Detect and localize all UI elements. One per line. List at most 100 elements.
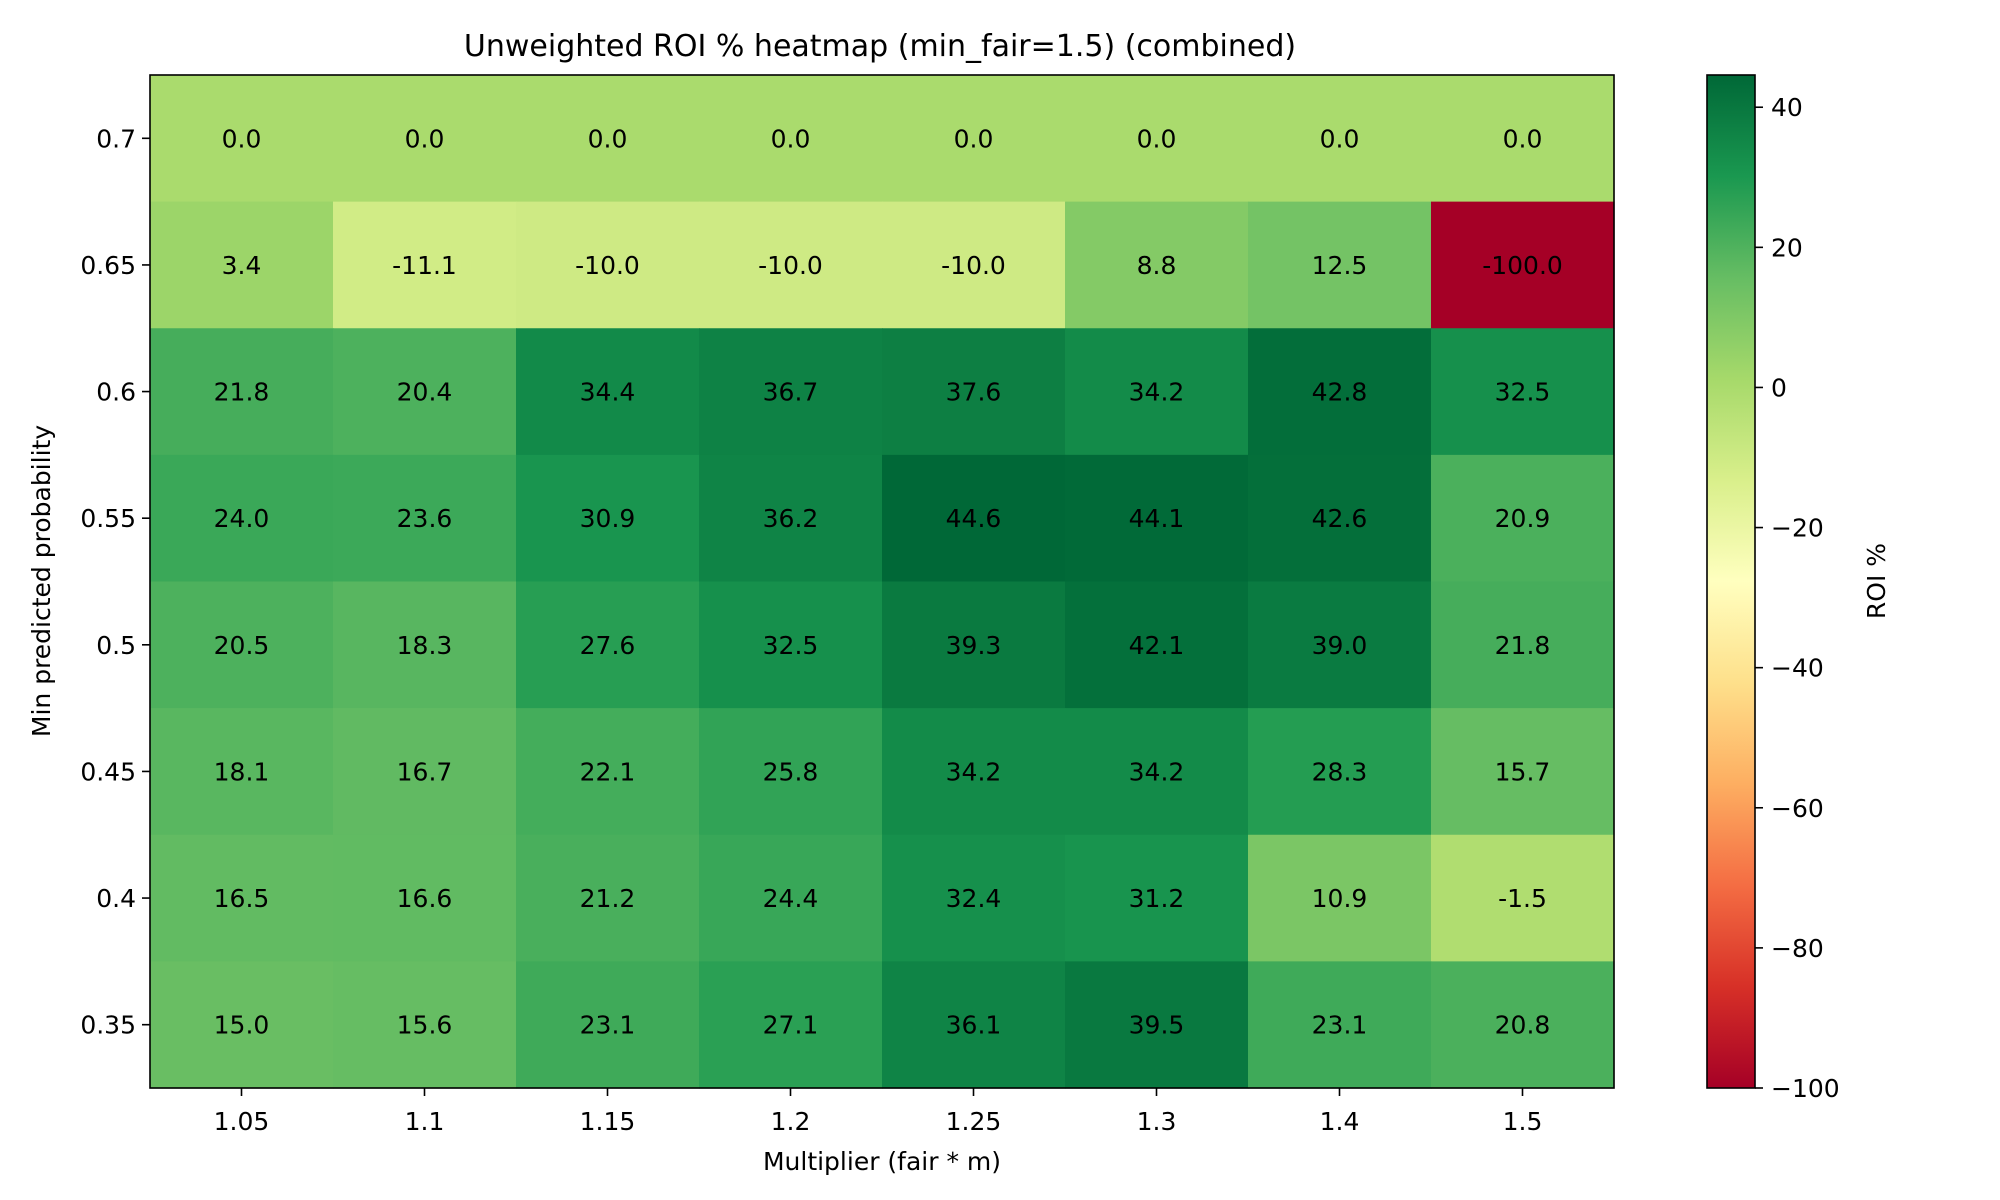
heatmap-cell (1065, 454, 1249, 583)
x-tick-label: 1.5 (1503, 1107, 1543, 1136)
cell-value-label: 20.8 (1495, 1011, 1551, 1040)
heatmap-cell (1065, 201, 1249, 329)
cell-value-label: 15.7 (1495, 757, 1551, 786)
cell-value-label: 15.6 (397, 1011, 453, 1040)
cell-value-label: 25.8 (763, 757, 819, 786)
cell-value-label: 10.9 (1312, 884, 1368, 913)
heatmap-cell (150, 581, 334, 709)
heatmap-cell (882, 961, 1066, 1089)
cell-value-label: 18.3 (397, 631, 453, 660)
cell-value-label: -10.0 (575, 251, 640, 280)
cell-value-label: 16.7 (397, 757, 453, 786)
heatmap-cell (516, 581, 700, 709)
cell-value-label: 20.5 (214, 631, 270, 660)
cell-value-label: 20.9 (1495, 504, 1551, 533)
plot-frame (149, 74, 1615, 1089)
cell-value-label: 44.1 (1129, 504, 1185, 533)
cell-value-label: 0.0 (222, 124, 262, 153)
heatmap-cell (1248, 454, 1432, 583)
heatmap-cell (1065, 328, 1249, 456)
heatmap-cell (333, 75, 517, 203)
heatmap-cell (699, 328, 883, 456)
heatmap-cell-labels: 0.0 0.0 0.0 0.0 0.0 0.0 0.0 0.0 3.4 -11.1 -10.0 -10… (214, 124, 1563, 1039)
cell-value-label: 36.2 (763, 504, 819, 533)
heatmap-cell (516, 961, 700, 1089)
cell-value-label: 8.8 (1137, 251, 1177, 280)
cell-value-label: 12.5 (1312, 251, 1368, 280)
heatmap-cell (333, 201, 517, 329)
cell-value-label: -100.0 (1482, 251, 1563, 280)
cell-value-label: 23.1 (1312, 1011, 1368, 1040)
y-tick-label: 0.65 (80, 251, 136, 280)
colorbar-tick-label: −100 (1771, 1074, 1840, 1103)
heatmap-cell (1431, 201, 1615, 329)
heatmap-cell (516, 708, 700, 836)
heatmap-cell (1431, 75, 1615, 203)
heatmap-cell (333, 961, 517, 1089)
colorbar-label: ROI % (1862, 543, 1891, 619)
cell-value-label: 39.5 (1129, 1011, 1185, 1040)
heatmap-cell (150, 201, 334, 329)
colorbar-tick-label: 0 (1771, 373, 1787, 402)
heatmap-cell (699, 201, 883, 329)
heatmap-cell (516, 75, 700, 203)
cell-value-label: 44.6 (946, 504, 1002, 533)
heatmap-cell (150, 75, 334, 203)
heatmap-cell (1248, 961, 1432, 1089)
x-tick-label: 1.25 (946, 1107, 1002, 1136)
y-tick-label: 0.55 (80, 504, 136, 533)
x-axis: 1.05 1.1 1.15 1.2 1.25 1.3 1.4 1.5 (214, 1088, 1543, 1136)
heatmap-cell (150, 454, 334, 583)
x-tick-label: 1.15 (580, 1107, 636, 1136)
cell-value-label: 0.0 (1137, 124, 1177, 153)
cell-value-label: 42.1 (1129, 631, 1185, 660)
heatmap-cell (1431, 454, 1615, 583)
heatmap-cell (882, 581, 1066, 709)
colorbar-tick-label: −60 (1771, 794, 1824, 823)
cell-value-label: 24.0 (214, 504, 270, 533)
cell-value-label: 23.1 (580, 1011, 636, 1040)
y-tick-label: 0.7 (96, 124, 136, 153)
colorbar (1706, 74, 1756, 1089)
colorbar-tick-label: 40 (1771, 93, 1803, 122)
cell-value-label: 34.2 (1129, 757, 1185, 786)
cell-value-label: 3.4 (222, 251, 262, 280)
cell-value-label: 34.2 (1129, 378, 1185, 407)
cell-value-label: 34.4 (580, 378, 636, 407)
x-axis-label: Multiplier (fair * m) (763, 1147, 1001, 1176)
colorbar-tick-label: −80 (1771, 934, 1824, 963)
heatmap-cell (1065, 75, 1249, 203)
cell-value-label: 32.5 (763, 631, 819, 660)
cell-value-label: 0.0 (771, 124, 811, 153)
heatmap-cell (699, 961, 883, 1089)
cell-value-label: 21.8 (1495, 631, 1551, 660)
cell-value-label: 39.3 (946, 631, 1002, 660)
heatmap-cell (699, 708, 883, 836)
heatmap-cell (150, 708, 334, 836)
cell-value-label: -10.0 (941, 251, 1006, 280)
cell-value-label: 0.0 (405, 124, 445, 153)
heatmap-cell (1431, 961, 1615, 1089)
colorbar-tick-label: 20 (1771, 233, 1803, 262)
cell-value-label: 27.6 (580, 631, 636, 660)
heatmap-cell (1431, 581, 1615, 709)
heatmap-cell (333, 708, 517, 836)
heatmap-cell (882, 454, 1066, 583)
cell-value-label: 21.2 (580, 884, 636, 913)
cell-value-label: 36.7 (763, 378, 819, 407)
cell-value-label: -11.1 (392, 251, 457, 280)
heatmap-cell (699, 454, 883, 583)
heatmap-cell (333, 834, 517, 962)
heatmap-cell (1065, 581, 1249, 709)
heatmap-cell (882, 201, 1066, 329)
cell-value-label: 23.6 (397, 504, 453, 533)
cell-value-label: 24.4 (763, 884, 819, 913)
cell-value-label: 20.4 (397, 378, 453, 407)
cell-value-label: -10.0 (758, 251, 823, 280)
cell-value-label: 32.4 (946, 884, 1002, 913)
heatmap-cells (150, 75, 1615, 1089)
cell-value-label: 15.0 (214, 1011, 270, 1040)
cell-value-label: 37.6 (946, 378, 1002, 407)
x-tick-label: 1.1 (405, 1107, 445, 1136)
